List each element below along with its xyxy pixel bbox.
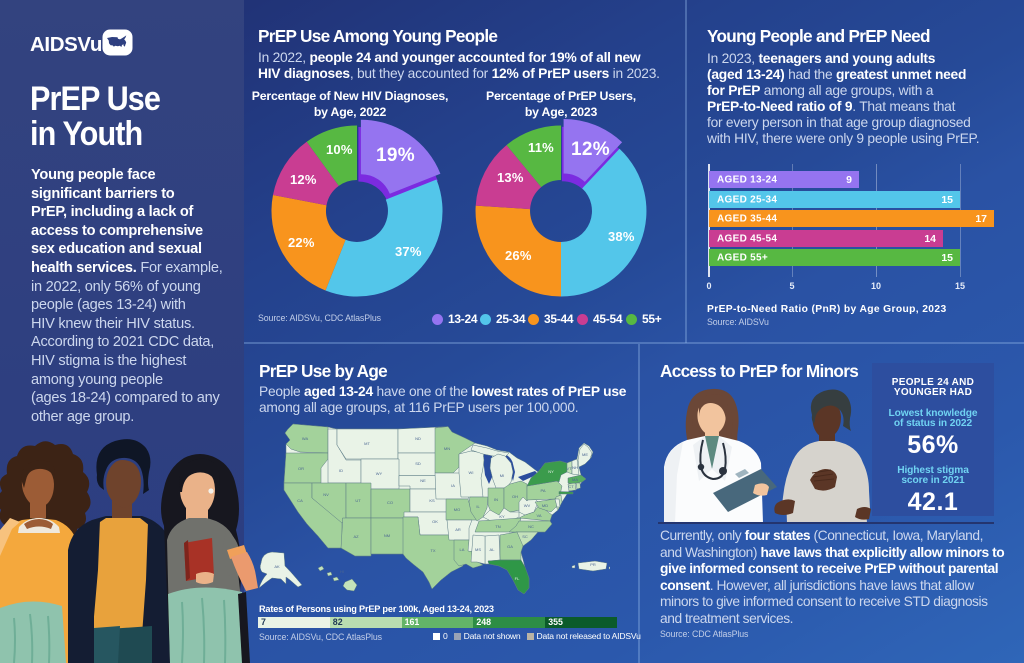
svg-text:NE: NE	[420, 478, 426, 483]
svg-text:PR: PR	[590, 562, 596, 567]
svg-text:UT: UT	[355, 498, 361, 503]
svg-text:NH: NH	[572, 465, 578, 470]
svg-text:VT: VT	[566, 466, 572, 471]
svg-text:GA: GA	[507, 544, 513, 549]
svg-text:WA: WA	[302, 436, 309, 441]
svg-text:CO: CO	[387, 500, 393, 505]
svg-text:WI: WI	[469, 470, 474, 475]
svg-text:SD: SD	[415, 461, 421, 466]
svg-text:MD: MD	[542, 503, 548, 508]
svg-text:TX: TX	[430, 548, 435, 553]
svg-text:AL: AL	[490, 547, 496, 552]
svg-text:NY: NY	[548, 469, 554, 474]
svg-text:TN: TN	[495, 524, 500, 529]
svg-text:OR: OR	[298, 466, 304, 471]
svg-text:MT: MT	[364, 441, 370, 446]
svg-text:AZ: AZ	[353, 534, 359, 539]
svg-text:ND: ND	[415, 436, 421, 441]
svg-text:WV: WV	[524, 503, 531, 508]
svg-text:CT: CT	[568, 484, 574, 489]
svg-text:HI: HI	[340, 569, 344, 574]
svg-text:SC: SC	[522, 534, 528, 539]
svg-text:KY: KY	[499, 514, 505, 519]
svg-text:OH: OH	[512, 494, 518, 499]
svg-text:MO: MO	[454, 507, 460, 512]
svg-text:KS: KS	[429, 498, 435, 503]
svg-text:NM: NM	[384, 533, 390, 538]
svg-text:NV: NV	[323, 492, 329, 497]
svg-text:MS: MS	[475, 547, 481, 552]
svg-text:IN: IN	[494, 497, 498, 502]
svg-text:LA: LA	[460, 547, 465, 552]
svg-text:MA: MA	[572, 477, 578, 482]
svg-text:OK: OK	[432, 519, 438, 524]
svg-text:PA: PA	[540, 488, 545, 493]
svg-text:MN: MN	[444, 446, 450, 451]
svg-text:AK: AK	[274, 564, 280, 569]
svg-text:VA: VA	[536, 513, 541, 518]
svg-text:AR: AR	[455, 527, 461, 532]
svg-text:NC: NC	[528, 524, 534, 529]
svg-text:FL: FL	[515, 576, 520, 581]
svg-text:CA: CA	[297, 498, 303, 503]
svg-text:IA: IA	[451, 483, 455, 488]
svg-text:MI: MI	[500, 473, 504, 478]
svg-text:ID: ID	[339, 468, 343, 473]
svg-text:IL: IL	[476, 504, 480, 509]
svg-text:ME: ME	[582, 452, 588, 457]
svg-text:WY: WY	[376, 471, 383, 476]
